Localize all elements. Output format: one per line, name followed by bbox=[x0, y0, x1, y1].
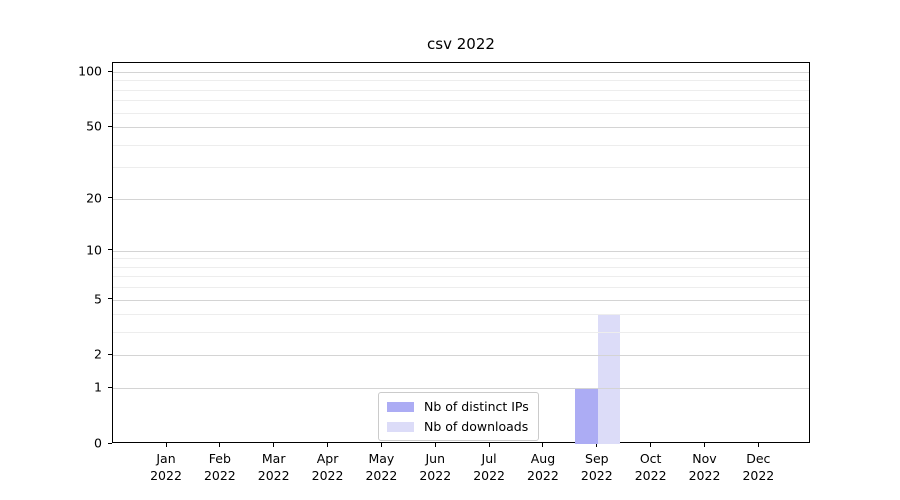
x-tick-label-oct: Oct 2022 bbox=[634, 451, 667, 483]
major-gridline-100 bbox=[113, 72, 809, 74]
legend-swatch-downloads bbox=[387, 421, 414, 432]
y-tick-label-20: 20 bbox=[86, 190, 102, 206]
minor-gridline-4 bbox=[113, 314, 809, 316]
y-tick-label-1: 1 bbox=[94, 379, 102, 395]
x-tick-mark-jan bbox=[165, 443, 167, 447]
x-tick-mark-mar bbox=[273, 443, 275, 447]
major-gridline-2 bbox=[113, 355, 809, 357]
x-tick-label-dec: Dec 2022 bbox=[742, 451, 775, 483]
x-tick-mark-aug bbox=[542, 443, 544, 447]
y-tick-mark-2 bbox=[108, 353, 112, 355]
x-tick-mark-dec bbox=[757, 443, 759, 447]
bar-distinct-ips-sep bbox=[575, 388, 598, 444]
y-tick-mark-20 bbox=[108, 197, 112, 199]
minor-gridline-3 bbox=[113, 332, 809, 334]
y-tick-label-50: 50 bbox=[86, 118, 102, 134]
x-tick-label-apr: Apr 2022 bbox=[311, 451, 344, 483]
x-tick-mark-sep bbox=[596, 443, 598, 447]
y-tick-label-0: 0 bbox=[94, 435, 102, 451]
major-gridline-50 bbox=[113, 127, 809, 129]
major-gridline-1 bbox=[113, 388, 809, 390]
x-tick-label-aug: Aug 2022 bbox=[527, 451, 559, 483]
legend-label-downloads: Nb of downloads bbox=[424, 419, 529, 434]
y-axis: 100 50 20 10 5 2 1 0 bbox=[0, 62, 112, 451]
minor-gridline-8 bbox=[113, 266, 809, 268]
y-tick-label-10: 10 bbox=[86, 242, 102, 258]
x-tick-mark-feb bbox=[219, 443, 221, 447]
y-tick-mark-50 bbox=[108, 125, 112, 127]
x-tick-label-jul: Jul 2022 bbox=[473, 451, 505, 483]
minor-gridline-9 bbox=[113, 258, 809, 260]
minor-gridline-40 bbox=[113, 144, 809, 146]
x-tick-mark-jun bbox=[434, 443, 436, 447]
minor-gridline-6 bbox=[113, 287, 809, 289]
x-tick-mark-oct bbox=[650, 443, 652, 447]
y-tick-mark-1 bbox=[108, 386, 112, 388]
major-gridline-10 bbox=[113, 250, 809, 252]
legend-swatch-distinct-ips bbox=[387, 401, 414, 412]
minor-gridline-60 bbox=[113, 112, 809, 114]
x-tick-mark-may bbox=[380, 443, 382, 447]
minor-gridline-70 bbox=[113, 100, 809, 102]
x-tick-label-jun: Jun 2022 bbox=[419, 451, 452, 483]
y-tick-mark-5 bbox=[108, 298, 112, 300]
y-tick-mark-10 bbox=[108, 249, 112, 251]
legend-item-distinct-ips: Nb of distinct IPs bbox=[387, 399, 529, 414]
major-gridline-5 bbox=[113, 299, 809, 301]
x-tick-label-mar: Mar 2022 bbox=[257, 451, 290, 483]
x-tick-mark-apr bbox=[327, 443, 329, 447]
minor-gridline-30 bbox=[113, 167, 809, 169]
y-tick-label-100: 100 bbox=[78, 63, 102, 79]
minor-gridline-80 bbox=[113, 89, 809, 91]
y-tick-mark-100 bbox=[108, 70, 112, 72]
x-tick-label-may: May 2022 bbox=[365, 451, 398, 483]
x-tick-label-nov: Nov 2022 bbox=[688, 451, 721, 483]
chart-title: csv 2022 bbox=[427, 35, 495, 53]
x-tick-label-sep: Sep 2022 bbox=[580, 451, 613, 483]
minor-gridline-7 bbox=[113, 276, 809, 278]
minor-gridline-90 bbox=[113, 80, 809, 82]
x-axis: Jan 2022 Feb 2022 Mar 2022 Apr 2022 May 2022… bbox=[112, 443, 810, 498]
y-tick-label-2: 2 bbox=[94, 346, 102, 362]
legend-item-downloads: Nb of downloads bbox=[387, 419, 529, 434]
y-tick-label-5: 5 bbox=[94, 291, 102, 307]
bar-downloads-sep bbox=[597, 314, 621, 444]
legend: Nb of distinct IPs Nb of downloads bbox=[378, 392, 539, 441]
x-tick-mark-jul bbox=[488, 443, 490, 447]
plot-area: Nb of distinct IPs Nb of downloads bbox=[112, 62, 810, 444]
x-tick-mark-nov bbox=[704, 443, 705, 447]
legend-label-distinct-ips: Nb of distinct IPs bbox=[424, 399, 529, 414]
x-tick-label-jan: Jan 2022 bbox=[150, 451, 182, 483]
major-gridline-20 bbox=[113, 198, 809, 200]
y-tick-mark-0 bbox=[108, 442, 112, 444]
x-tick-label-feb: Feb 2022 bbox=[203, 451, 236, 483]
